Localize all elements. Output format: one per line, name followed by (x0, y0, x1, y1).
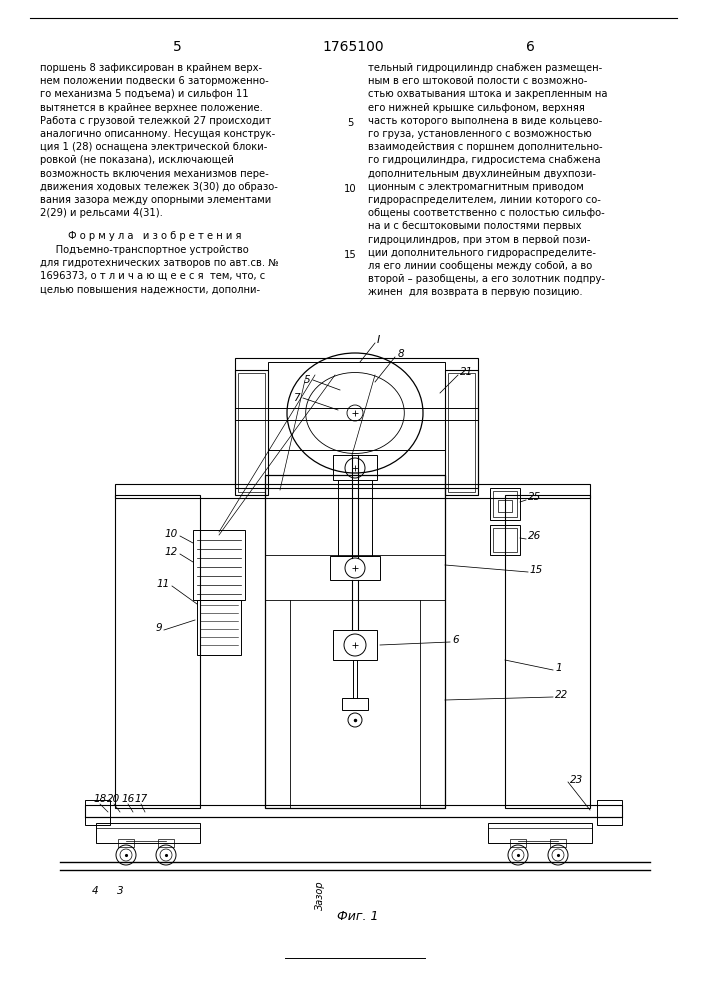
Bar (490, 488, 520, 520)
Text: 6: 6 (525, 40, 534, 54)
Text: Подъемно-транспортное устройство: Подъемно-транспортное устройство (40, 245, 249, 255)
Text: целью повышения надежности, дополни-: целью повышения надежности, дополни- (40, 284, 260, 294)
Text: 8: 8 (398, 349, 404, 359)
Bar (448, 373, 475, 492)
Text: ционным с электромагнитным приводом: ционным с электромагнитным приводом (368, 182, 584, 192)
Text: го механизма 5 подъема) и сильфон 11: го механизма 5 подъема) и сильфон 11 (40, 89, 249, 99)
Bar (330, 556, 380, 580)
Text: 6: 6 (452, 635, 459, 645)
Text: для гидротехнических затворов по авт.св. №: для гидротехнических затворов по авт.св.… (40, 258, 279, 268)
Text: 17: 17 (134, 794, 148, 804)
Text: 4: 4 (92, 886, 98, 896)
Text: Зазор: Зазор (315, 880, 325, 910)
Text: вания зазора между опорными элементами: вания зазора между опорными элементами (40, 195, 271, 205)
Bar (235, 358, 478, 488)
Bar (493, 528, 517, 552)
Text: взаимодействия с поршнем дополнительно-: взаимодействия с поршнем дополнительно- (368, 142, 602, 152)
Text: ции дополнительного гидрораспределите-: ции дополнительного гидрораспределите- (368, 248, 596, 258)
Bar (338, 480, 372, 556)
Text: I: I (377, 335, 380, 345)
Bar (268, 362, 445, 450)
Text: вытянется в крайнее верхнее положение.: вытянется в крайнее верхнее положение. (40, 103, 263, 113)
Text: ля его линии сообщены между собой, а во: ля его линии сообщены между собой, а во (368, 261, 592, 271)
Text: 18: 18 (93, 794, 107, 804)
Bar (490, 525, 520, 555)
Text: 10: 10 (165, 529, 178, 539)
Text: 12: 12 (165, 547, 178, 557)
Text: 16: 16 (122, 794, 134, 804)
Text: ровкой (не показана), исключающей: ровкой (не показана), исключающей (40, 155, 234, 165)
Bar (96, 823, 200, 843)
Text: 5: 5 (173, 40, 182, 54)
Bar (85, 800, 110, 825)
Bar (342, 698, 368, 710)
Bar (550, 839, 566, 847)
Text: 25: 25 (528, 492, 542, 502)
Bar (115, 495, 200, 808)
Text: общены соответственно с полостью сильфо-: общены соответственно с полостью сильфо- (368, 208, 604, 218)
Text: нем положении подвески 6 заторможенно-: нем положении подвески 6 заторможенно- (40, 76, 269, 86)
Text: 2(29) и рельсами 4(31).: 2(29) и рельсами 4(31). (40, 208, 163, 218)
Bar (238, 373, 265, 492)
Text: 11: 11 (157, 579, 170, 589)
Text: 26: 26 (528, 531, 542, 541)
Bar (597, 800, 622, 825)
Bar (333, 455, 377, 480)
Text: го груза, установленного с возможностью: го груза, установленного с возможностью (368, 129, 592, 139)
Text: дополнительным двухлинейным двухпози-: дополнительным двухлинейным двухпози- (368, 169, 596, 179)
Bar (85, 805, 622, 817)
Text: Работа с грузовой тележкой 27 происходит: Работа с грузовой тележкой 27 происходит (40, 116, 271, 126)
Bar (445, 370, 478, 495)
Bar (493, 491, 517, 517)
Text: движения ходовых тележек 3(30) до образо-: движения ходовых тележек 3(30) до образо… (40, 182, 278, 192)
Text: ция 1 (28) оснащена электрической блоки-: ция 1 (28) оснащена электрической блоки- (40, 142, 267, 152)
Bar (235, 370, 268, 495)
Bar (115, 484, 590, 498)
Text: 20: 20 (107, 794, 121, 804)
Text: 1765100: 1765100 (322, 40, 384, 54)
Bar (158, 839, 174, 847)
Text: 5: 5 (347, 118, 354, 128)
Text: Фиг. 1: Фиг. 1 (337, 910, 379, 923)
Text: гидроцилиндров, при этом в первой пози-: гидроцилиндров, при этом в первой пози- (368, 235, 590, 245)
Text: 22: 22 (555, 690, 568, 700)
Bar (498, 500, 512, 512)
Text: аналогично описанному. Несущая конструк-: аналогично описанному. Несущая конструк- (40, 129, 275, 139)
Text: 9: 9 (156, 623, 162, 633)
Text: возможность включения механизмов пере-: возможность включения механизмов пере- (40, 169, 269, 179)
Text: его нижней крышке сильфоном, верхняя: его нижней крышке сильфоном, верхняя (368, 103, 585, 113)
Bar (118, 839, 134, 847)
Text: второй – разобщены, а его золотник подпру-: второй – разобщены, а его золотник подпр… (368, 274, 605, 284)
Text: поршень 8 зафиксирован в крайнем верх-: поршень 8 зафиксирован в крайнем верх- (40, 63, 262, 73)
Text: гидрораспределителем, линии которого со-: гидрораспределителем, линии которого со- (368, 195, 601, 205)
Text: 23: 23 (570, 775, 583, 785)
Text: часть которого выполнена в виде кольцево-: часть которого выполнена в виде кольцево… (368, 116, 602, 126)
Text: 7: 7 (293, 393, 300, 403)
Text: 15: 15 (344, 250, 356, 260)
Bar (333, 630, 377, 660)
Bar (488, 823, 592, 843)
Text: 5: 5 (303, 375, 310, 385)
Bar (505, 495, 590, 808)
Text: 3: 3 (117, 886, 123, 896)
Bar (265, 475, 445, 808)
Text: ным в его штоковой полости с возможно-: ным в его штоковой полости с возможно- (368, 76, 588, 86)
Bar (193, 530, 245, 600)
Text: тельный гидроцилиндр снабжен размещен-: тельный гидроцилиндр снабжен размещен- (368, 63, 602, 73)
Text: на и с бесштоковыми полостями первых: на и с бесштоковыми полостями первых (368, 221, 581, 231)
Bar (510, 839, 526, 847)
Bar (197, 600, 241, 655)
Text: 10: 10 (344, 184, 356, 194)
Text: 21: 21 (460, 367, 473, 377)
Text: жинен  для возврата в первую позицию.: жинен для возврата в первую позицию. (368, 287, 583, 297)
Text: 1: 1 (555, 663, 561, 673)
Text: го гидроцилиндра, гидросистема снабжена: го гидроцилиндра, гидросистема снабжена (368, 155, 601, 165)
Text: стью охватывания штока и закрепленным на: стью охватывания штока и закрепленным на (368, 89, 607, 99)
Text: 1696373, о т л и ч а ю щ е е с я  тем, что, с: 1696373, о т л и ч а ю щ е е с я тем, чт… (40, 271, 265, 281)
Text: 15: 15 (530, 565, 543, 575)
Text: Ф о р м у л а   и з о б р е т е н и я: Ф о р м у л а и з о б р е т е н и я (68, 231, 242, 241)
